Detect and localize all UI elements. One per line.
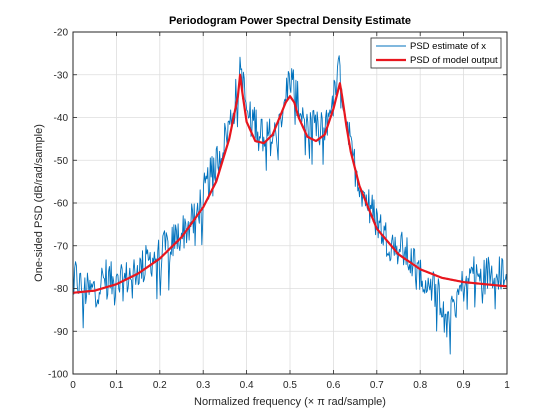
y-tick-label: -40	[54, 113, 69, 124]
legend-label-psd-estimate: PSD estimate of x	[410, 41, 486, 52]
legend-label-model-output: PSD of model output	[410, 55, 498, 66]
x-tick-labels: 0 0.1 0.2 0.3 0.4 0.5 0.6 0.7 0.8 0.9 1	[70, 380, 510, 391]
x-tick-label: 0.3	[196, 380, 210, 391]
x-tick-label: 0.1	[109, 380, 123, 391]
x-tick-label: 0.6	[326, 380, 340, 391]
y-tick-label: -80	[54, 284, 69, 295]
y-tick-label: -100	[48, 370, 68, 381]
x-tick-label: 0.9	[457, 380, 471, 391]
y-axis-label: One-sided PSD (dB/rad/sample)	[33, 124, 45, 282]
chart-title: Periodogram Power Spectral Density Estim…	[169, 15, 411, 27]
legend: PSD estimate of x PSD of model output	[370, 37, 502, 69]
x-tick-label: 0.4	[240, 380, 254, 391]
y-tick-label: -20	[54, 28, 69, 39]
x-axis-label: Normalized frequency (× π rad/sample)	[194, 396, 386, 408]
x-tick-label: 0.7	[370, 380, 384, 391]
y-tick-label: -90	[54, 327, 69, 338]
y-tick-label: -50	[54, 156, 69, 167]
series-layer	[72, 55, 508, 355]
series-line-model-output	[72, 73, 508, 294]
legend-box	[370, 37, 502, 69]
x-tick-label: 0	[70, 380, 76, 391]
y-tick-label: -30	[54, 70, 69, 81]
y-tick-label: -70	[54, 241, 69, 252]
x-tick-label: 0.8	[413, 380, 427, 391]
y-tick-label: -60	[54, 199, 69, 210]
x-tick-label: 0.2	[153, 380, 167, 391]
tick-marks	[72, 31, 508, 375]
y-tick-labels: -100 -90 -80 -70 -60 -50 -40 -30 -20	[48, 28, 68, 381]
x-tick-label: 1	[504, 380, 510, 391]
series-line-psd-estimate	[72, 55, 508, 355]
plot-area: 0 0.1 0.2 0.3 0.4 0.5 0.6 0.7 0.8 0.9 1 -100 -90 -80…	[48, 28, 510, 392]
x-tick-label: 0.5	[283, 380, 297, 391]
